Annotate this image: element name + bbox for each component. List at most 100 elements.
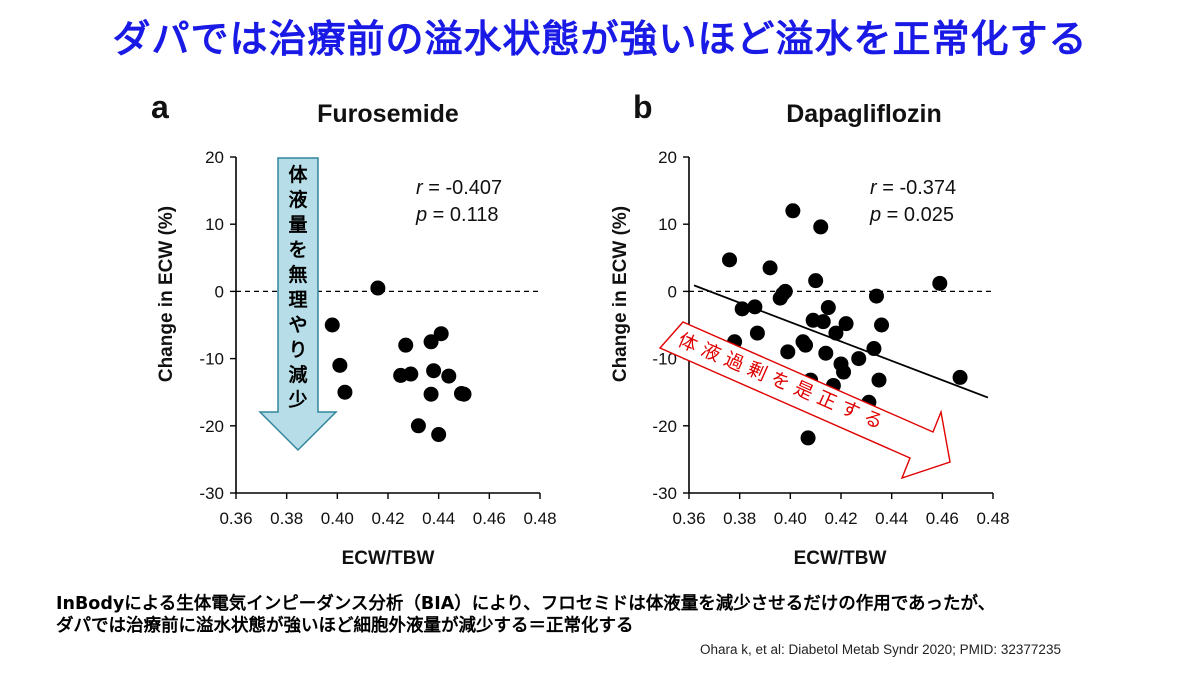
data-point: [868, 288, 884, 304]
x-tick-label: 0.48: [523, 509, 556, 528]
panel-b-dapagliflozin: b Dapagliflozin Change in ECW (%) ECW/TB…: [610, 89, 1010, 569]
caption-line-1: InBodyによる生体電気インピーダンス分析（BIA）により、フロセミドは体液量…: [56, 594, 996, 614]
x-axis-label: ECW/TBW: [794, 548, 887, 569]
data-point: [456, 386, 472, 402]
data-point: [785, 203, 801, 219]
data-point: [780, 344, 796, 360]
data-point: [800, 430, 816, 446]
down-arrow-icon: [258, 157, 338, 452]
data-point: [932, 275, 948, 291]
points: [324, 280, 472, 443]
data-point: [423, 386, 439, 402]
annotation-char: 液: [288, 188, 308, 211]
data-point: [722, 252, 738, 268]
data-point: [423, 334, 439, 350]
panel-letter: b: [633, 89, 653, 125]
annotation-char: 無: [288, 263, 307, 286]
x-tick-label: 0.46: [473, 509, 506, 528]
data-point: [952, 369, 968, 385]
y-tick-label: -30: [199, 484, 224, 503]
data-point: [820, 300, 836, 316]
caption-line-2: ダパでは治療前に溢水状態が強いほど細胞外液量が減少する＝正常化する: [56, 616, 634, 636]
x-tick-label: 0.42: [824, 509, 857, 528]
data-point: [324, 317, 340, 333]
annotation-char: を: [288, 239, 307, 261]
annotation-char: 体: [288, 163, 308, 186]
x-tick-label: 0.46: [926, 509, 959, 528]
y-tick-label: -10: [199, 350, 224, 369]
annotation-char: 理: [288, 289, 307, 311]
stat-p: p = 0.118: [415, 204, 498, 226]
data-point: [874, 317, 890, 333]
annotation-char: り: [288, 339, 307, 361]
data-point: [441, 368, 457, 384]
x-tick-label: 0.42: [371, 509, 404, 528]
axes: 20 10 0 -10 -20 -30 0.36 0.38 0.40 0.42 0.44 0.46 0.…: [652, 148, 1009, 528]
chart-title: Dapagliflozin: [786, 100, 942, 128]
x-tick-label: 0.38: [723, 509, 756, 528]
x-tick-label: 0.44: [875, 509, 908, 528]
data-point: [851, 351, 867, 367]
chart-title: Furosemide: [317, 100, 459, 128]
regression-line: [693, 284, 989, 399]
x-tick-label: 0.48: [976, 509, 1009, 528]
stat-r: r = -0.407: [416, 177, 502, 199]
annotation-char: 量: [288, 214, 307, 236]
annotation-char: 減: [288, 363, 307, 386]
x-tick-label: 0.36: [672, 509, 705, 528]
annotation-char: 少: [287, 389, 307, 411]
citation: Ohara k, et al: Diabetol Metab Syndr 202…: [700, 642, 1061, 657]
x-axis-label: ECW/TBW: [342, 548, 435, 569]
x-tick-label: 0.36: [219, 509, 252, 528]
data-point: [777, 283, 793, 299]
data-point: [398, 337, 414, 353]
stat-r: r = -0.374: [870, 177, 956, 199]
y-tick-label: 0: [215, 282, 224, 301]
annotation-char: や: [288, 314, 307, 336]
panel-a-furosemide: a Furosemide Change in ECW (%) ECW/TBW r…: [151, 89, 557, 569]
data-point: [749, 325, 765, 341]
data-point: [410, 418, 426, 434]
caption: InBodyによる生体電気インピーダンス分析（BIA）により、フロセミドは体液量…: [56, 593, 995, 637]
data-point: [838, 316, 854, 332]
data-point: [871, 372, 887, 388]
y-axis-label: Change in ECW (%): [156, 206, 177, 382]
y-tick-label: 10: [205, 215, 224, 234]
y-tick-label: -30: [652, 484, 677, 503]
data-point: [337, 384, 353, 400]
x-tick-label: 0.38: [270, 509, 303, 528]
y-tick-label: 0: [668, 282, 677, 301]
y-tick-label: -20: [652, 417, 677, 436]
x-tick-label: 0.40: [321, 509, 354, 528]
data-point: [332, 357, 348, 373]
data-point: [762, 260, 778, 276]
stat-p: p = 0.025: [869, 204, 954, 226]
slide-title: ダパでは治療前の溢水状態が強いほど溢水を正常化する: [112, 17, 1088, 61]
data-point: [828, 325, 844, 341]
x-tick-label: 0.44: [422, 509, 455, 528]
y-tick-label: -10: [652, 350, 677, 369]
diagonal-arrow-icon: [658, 321, 951, 480]
data-point: [426, 363, 442, 379]
axes: 20 10 0 -10 -20 -30 0.36 0.38 0.40 0.42 0.44 0.46 0.…: [199, 148, 556, 528]
y-axis-label: Change in ECW (%): [610, 206, 631, 382]
data-point: [433, 326, 449, 342]
y-tick-label: 20: [205, 148, 224, 167]
data-point: [370, 280, 386, 296]
y-tick-label: -20: [199, 417, 224, 436]
data-point: [836, 364, 852, 380]
data-point: [808, 273, 824, 289]
y-tick-label: 20: [658, 148, 677, 167]
data-point: [815, 314, 831, 330]
data-point: [813, 219, 829, 235]
data-point: [431, 427, 447, 443]
data-point: [798, 337, 814, 353]
panel-letter: a: [151, 89, 169, 125]
x-tick-label: 0.40: [774, 509, 807, 528]
data-point: [818, 345, 834, 361]
